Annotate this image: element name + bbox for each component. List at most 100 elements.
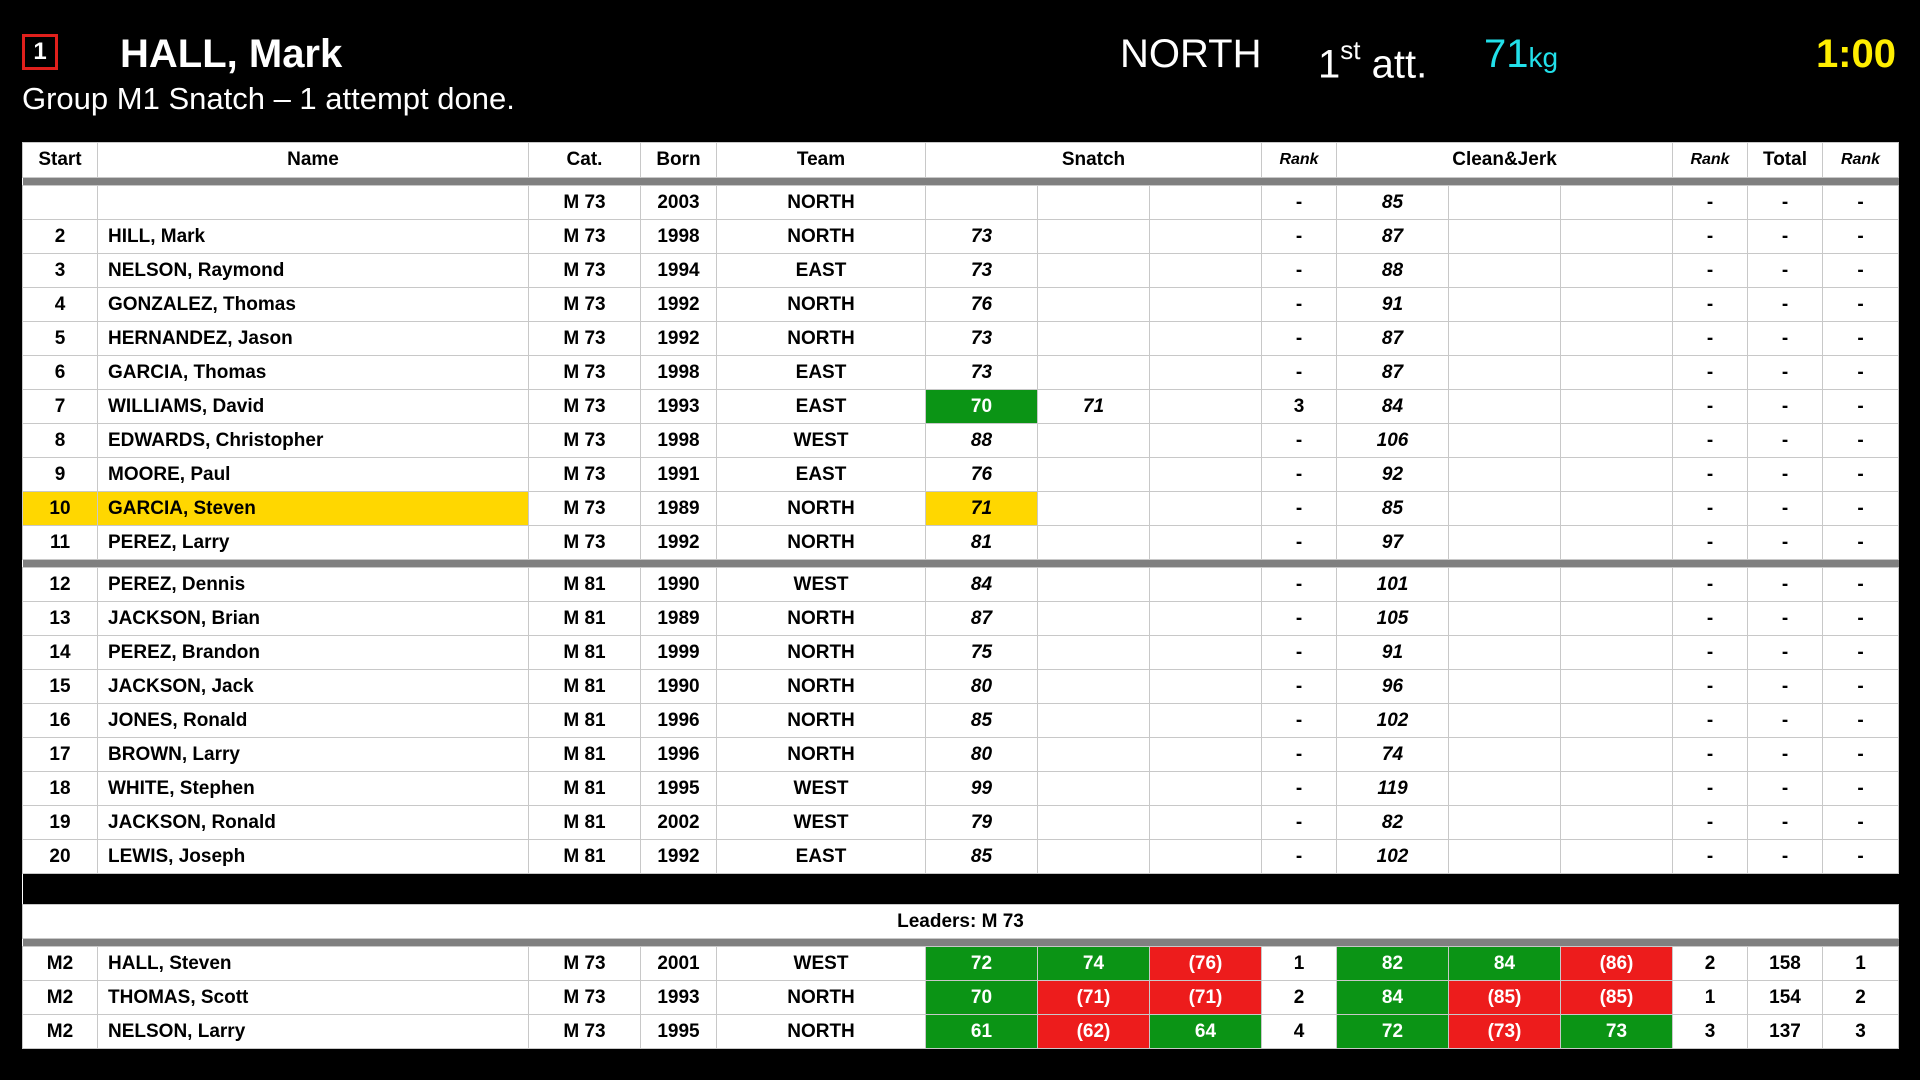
athlete-row: 3 NELSON, Raymond M 73 1994 EAST 73-88- - - (22, 253, 1899, 288)
team: NORTH (716, 1014, 926, 1049)
cj-attempt-2 (1448, 635, 1561, 670)
current-athlete-name: HALL, Mark (120, 32, 343, 76)
category: M 73 (528, 525, 641, 560)
snatch-attempt-2: 74 (1037, 946, 1150, 981)
snatch-attempt-3: 64 (1149, 1014, 1262, 1049)
cj-attempt-2 (1448, 185, 1561, 220)
cj-attempt-1: 82 (1336, 805, 1449, 840)
snatch-attempt-2 (1037, 253, 1150, 288)
cj-attempt-3 (1560, 703, 1673, 738)
birth-year: 1989 (640, 491, 717, 526)
snatch-rank: - (1261, 635, 1337, 670)
snatch-attempt-1: 84 (925, 567, 1038, 602)
start-number: 8 (22, 423, 98, 458)
cj-attempt-3 (1560, 457, 1673, 492)
leaders-divider-cell (22, 938, 1899, 947)
attempt-label: att. (1371, 42, 1428, 87)
athlete-row: 19 JACKSON, Ronald M 81 2002 WEST 79-82- - - (22, 805, 1899, 840)
snatch-attempt-3 (1149, 525, 1262, 560)
category: M 81 (528, 601, 641, 636)
birth-year: 2001 (640, 946, 717, 981)
birth-year: 1994 (640, 253, 717, 288)
snatch-attempt-2 (1037, 525, 1150, 560)
snatch-attempt-1: 76 (925, 287, 1038, 322)
start-number: 3 (22, 253, 98, 288)
snatch-attempt-3 (1149, 703, 1262, 738)
athlete-name (97, 185, 529, 220)
cj-attempt-2 (1448, 771, 1561, 806)
athlete-name: PEREZ, Dennis (97, 567, 529, 602)
category: M 73 (528, 219, 641, 254)
total-rank: 3 (1822, 1014, 1899, 1049)
cj-attempt-3 (1560, 839, 1673, 874)
start-number: 12 (22, 567, 98, 602)
team: NORTH (716, 321, 926, 356)
total: - (1747, 253, 1823, 288)
total-rank: - (1822, 253, 1899, 288)
athlete-name: GONZALEZ, Thomas (97, 287, 529, 322)
weight-value: 71 (1484, 32, 1529, 76)
results-table: Start Name Cat. Born Team Snatch Rank Cl… (22, 142, 1899, 1049)
cj-rank: - (1672, 601, 1748, 636)
athlete-name: THOMAS, Scott (97, 980, 529, 1015)
weight-unit: kg (1528, 42, 1559, 73)
snatch-attempt-3 (1149, 635, 1262, 670)
cj-attempt-3 (1560, 491, 1673, 526)
cj-rank: - (1672, 321, 1748, 356)
category: M 81 (528, 703, 641, 738)
total-rank: - (1822, 771, 1899, 806)
start-number: 15 (22, 669, 98, 704)
cj-rank: 3 (1672, 1014, 1748, 1049)
snatch-attempt-2 (1037, 805, 1150, 840)
cj-attempt-1: 97 (1336, 525, 1449, 560)
leader-row: M2 HALL, Steven M 73 2001 WEST 72 74 (76) 1 82 84(… (22, 946, 1899, 981)
col-team: Team (716, 142, 926, 178)
snatch-rank: 4 (1261, 1014, 1337, 1049)
start-number: 20 (22, 839, 98, 874)
cj-attempt-2 (1448, 253, 1561, 288)
current-athlete-team: NORTH (1120, 32, 1262, 76)
athlete-name: GARCIA, Steven (97, 491, 529, 526)
cj-attempt-2: 84 (1448, 946, 1561, 981)
group: M2 (22, 1014, 98, 1049)
category: M 73 (528, 491, 641, 526)
cj-attempt-1: 87 (1336, 355, 1449, 390)
team: NORTH (716, 601, 926, 636)
athlete-row: 8 EDWARDS, Christopher M 73 1998 WEST 88-106-… (22, 423, 1899, 458)
birth-year: 1990 (640, 567, 717, 602)
snatch-rank: - (1261, 703, 1337, 738)
total: - (1747, 567, 1823, 602)
attempt-clock: 1:00 (1815, 32, 1896, 76)
birth-year: 1996 (640, 737, 717, 772)
snatch-rank: - (1261, 423, 1337, 458)
cj-attempt-1: 92 (1336, 457, 1449, 492)
birth-year: 1989 (640, 601, 717, 636)
athlete-name: GARCIA, Thomas (97, 355, 529, 390)
team: NORTH (716, 525, 926, 560)
athlete-row: 18 WHITE, Stephen M 81 1995 WEST 99-119- - - (22, 771, 1899, 806)
col-snatch-rank: Rank (1261, 142, 1337, 178)
cj-attempt-1: 88 (1336, 253, 1449, 288)
snatch-rank: - (1261, 567, 1337, 602)
cj-attempt-3 (1560, 669, 1673, 704)
cj-attempt-2 (1448, 737, 1561, 772)
total: 154 (1747, 980, 1823, 1015)
cj-attempt-3 (1560, 253, 1673, 288)
snatch-rank: 2 (1261, 980, 1337, 1015)
snatch-attempt-2 (1037, 219, 1150, 254)
cj-rank: - (1672, 805, 1748, 840)
snatch-attempt-3 (1149, 669, 1262, 704)
cj-attempt-3 (1560, 737, 1673, 772)
cj-attempt-3 (1560, 805, 1673, 840)
cj-rank: - (1672, 219, 1748, 254)
col-category: Cat. (528, 142, 641, 178)
cj-attempt-2 (1448, 491, 1561, 526)
total: - (1747, 321, 1823, 356)
athlete-row: 11 PEREZ, Larry M 73 1992 NORTH 81-97- - - (22, 525, 1899, 560)
cj-attempt-2 (1448, 321, 1561, 356)
total: - (1747, 601, 1823, 636)
total-rank: - (1822, 703, 1899, 738)
cj-attempt-2 (1448, 287, 1561, 322)
team: WEST (716, 805, 926, 840)
athlete-name: JACKSON, Jack (97, 669, 529, 704)
